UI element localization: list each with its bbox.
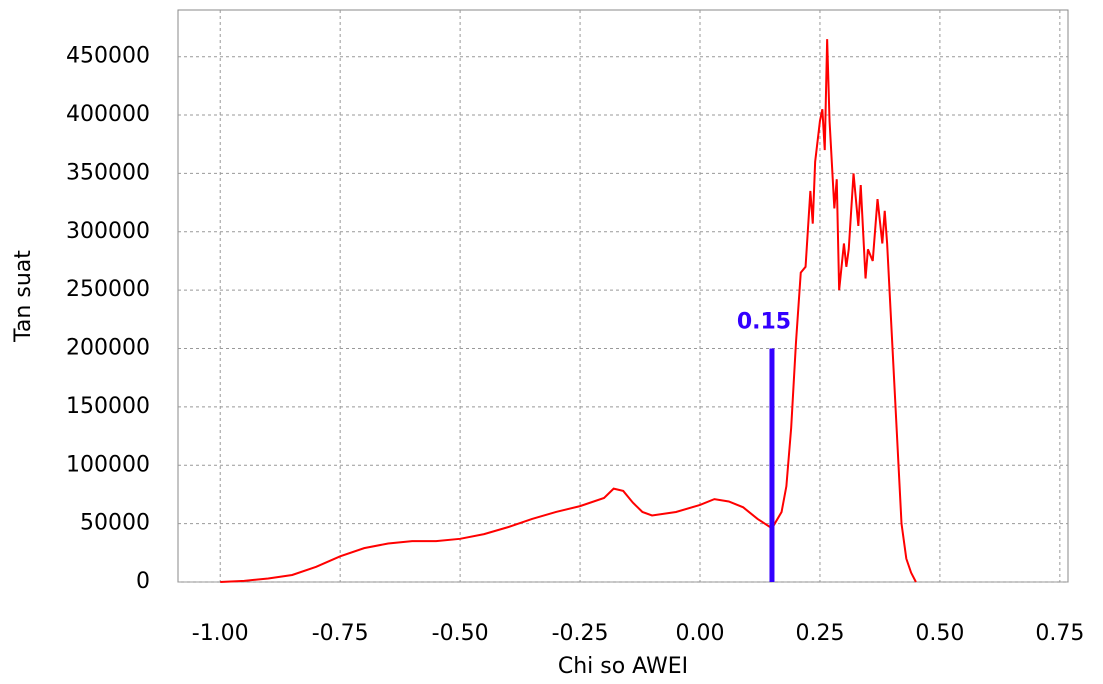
x-tick-label: -0.50 (432, 621, 489, 646)
y-tick-label: 0 (136, 569, 150, 594)
x-axis-label: Chi so AWEI (558, 654, 688, 679)
y-tick-label: 250000 (66, 277, 150, 302)
y-axis-label: Tan suat (11, 250, 36, 343)
y-tick-label: 400000 (66, 102, 150, 127)
x-tick-label: -0.25 (552, 621, 609, 646)
y-tick-label: 350000 (66, 160, 150, 185)
threshold-label: 0.15 (737, 310, 791, 335)
x-tick-label: 0.75 (1035, 621, 1084, 646)
plot-area (177, 9, 1069, 583)
y-tick-label: 50000 (80, 511, 150, 536)
y-tick-label: 200000 (66, 336, 150, 361)
y-tick-label: 100000 (66, 452, 150, 477)
x-tick-label: 0.00 (676, 621, 725, 646)
y-tick-label: 150000 (66, 394, 150, 419)
x-tick-label: -1.00 (192, 621, 249, 646)
x-tick-label: 0.50 (915, 621, 964, 646)
x-tick-label: 0.25 (795, 621, 844, 646)
y-tick-label: 450000 (66, 44, 150, 69)
y-tick-label: 300000 (66, 219, 150, 244)
x-tick-label: -0.75 (312, 621, 369, 646)
data-line (220, 39, 917, 583)
